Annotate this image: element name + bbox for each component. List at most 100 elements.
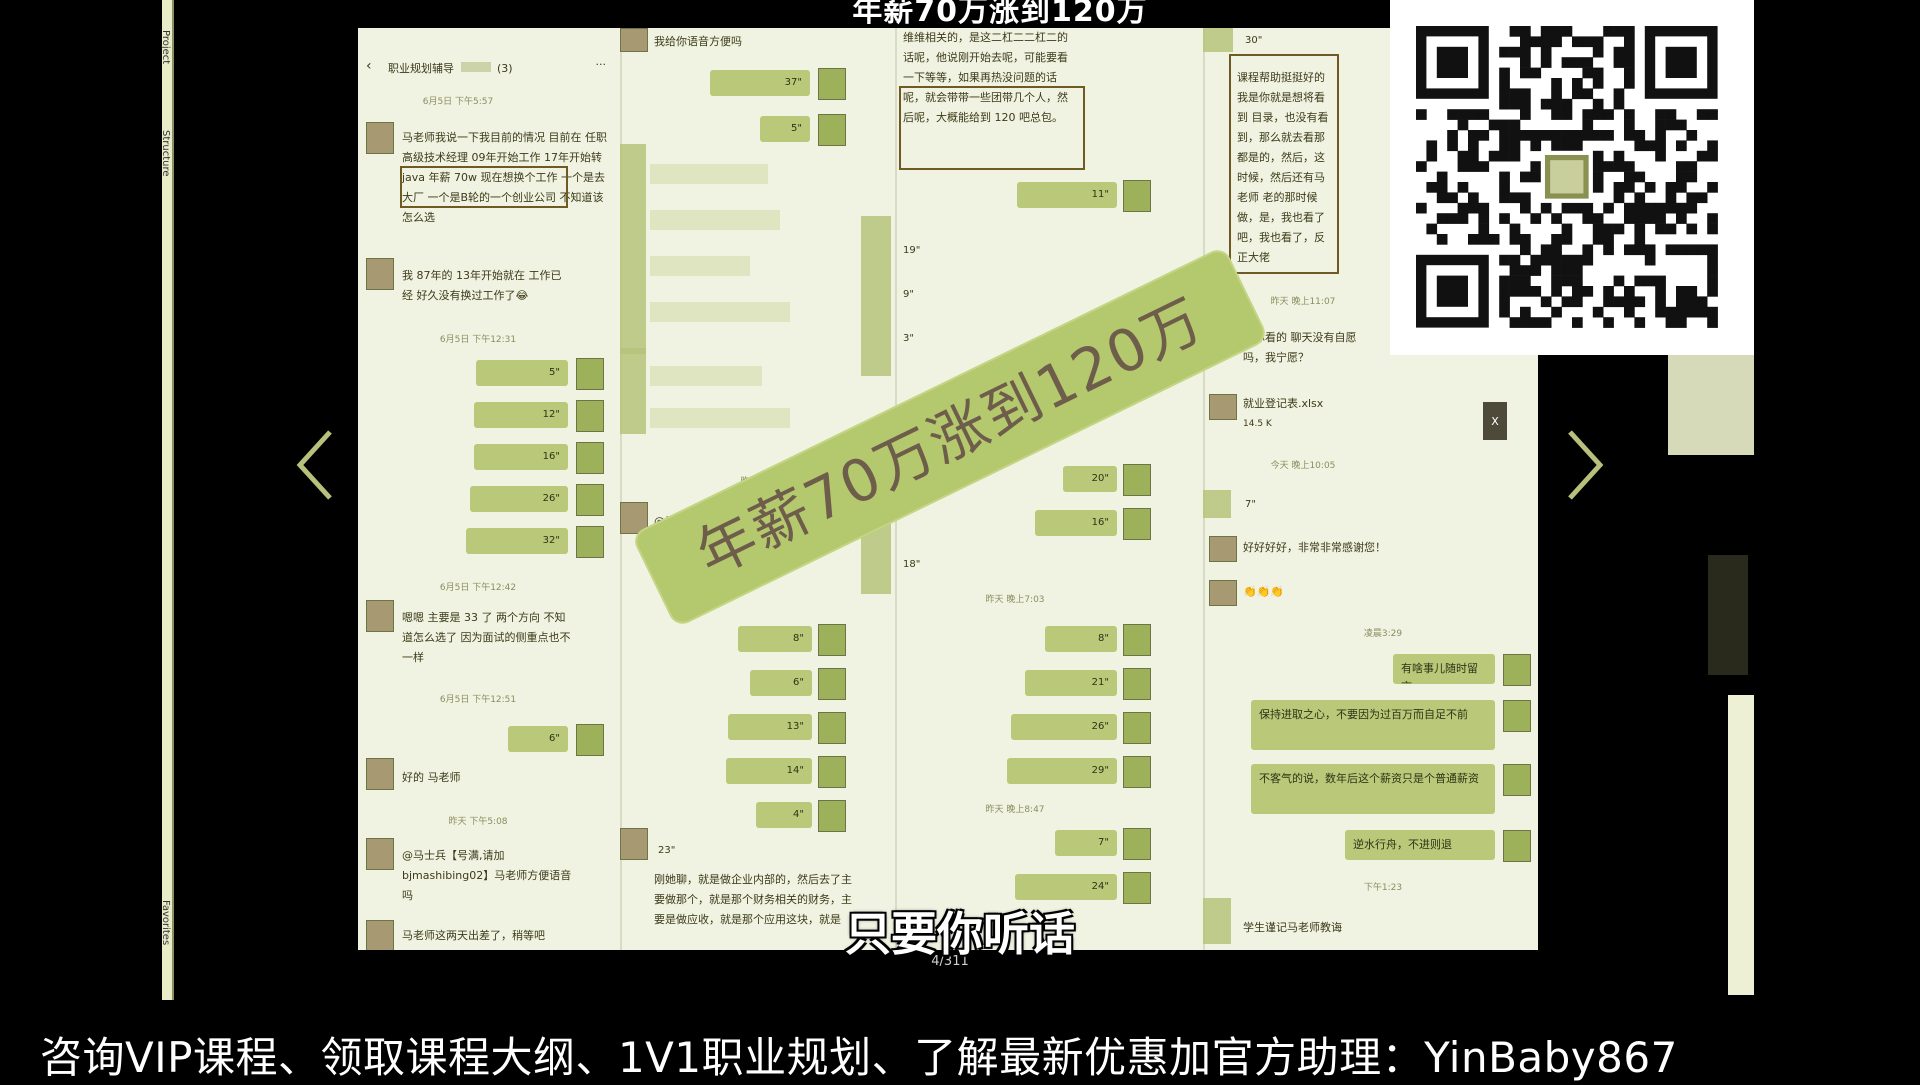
chat-title: 职业规划辅导 (3) bbox=[388, 60, 513, 76]
chat-message: 好好好好，非常非常感谢您！ bbox=[1243, 541, 1386, 554]
voice-message[interactable]: 13" bbox=[728, 714, 812, 740]
avatar bbox=[1503, 654, 1531, 686]
timestamp: 6月5日 下午12:42 bbox=[439, 583, 517, 593]
avatar bbox=[818, 114, 846, 146]
avatar bbox=[818, 756, 846, 788]
avatar bbox=[366, 920, 394, 950]
back-arrow-icon[interactable]: ‹ bbox=[366, 58, 372, 74]
avatar bbox=[576, 400, 604, 432]
voice-message[interactable]: 5" bbox=[760, 116, 810, 142]
right-edge-strip bbox=[1668, 355, 1754, 1015]
timestamp: 6月5日 下午12:51 bbox=[439, 695, 517, 705]
avatar bbox=[818, 624, 846, 656]
ide-left-strip: Project Structure Favorites bbox=[160, 0, 174, 1000]
voice-message[interactable]: 32" bbox=[466, 528, 568, 554]
favorites-tab[interactable]: Favorites bbox=[160, 900, 171, 946]
voice-message[interactable]: 16" bbox=[474, 444, 568, 470]
highlight-box bbox=[400, 166, 568, 208]
pixelated-avatar bbox=[861, 216, 891, 376]
timestamp: 今天 晚上10:05 bbox=[1270, 461, 1336, 471]
file-name[interactable]: 就业登记表.xlsx bbox=[1243, 397, 1324, 410]
qr-code bbox=[1390, 0, 1754, 355]
timestamp: 6月5日 下午12:31 bbox=[439, 335, 517, 345]
avatar bbox=[818, 712, 846, 744]
chat-message: @马士兵【号满,请加 bjmashibing02】马老师方便语音吗 bbox=[402, 849, 572, 902]
voice-message[interactable]: 23" bbox=[658, 845, 676, 856]
avatar bbox=[1123, 464, 1151, 496]
chat-message: 我 87年的 13年开始就在 工作已经 好久没有换过工作了😂 bbox=[402, 269, 562, 302]
avatar bbox=[1209, 394, 1237, 420]
chat-bubble: 保持进取之心，不要因为过百万而自足不前 bbox=[1251, 700, 1495, 750]
voice-message[interactable]: 30" bbox=[1245, 35, 1263, 46]
avatar bbox=[576, 442, 604, 474]
qr-code-image bbox=[1416, 26, 1718, 328]
voice-message[interactable]: 16" bbox=[1035, 510, 1117, 536]
avatar bbox=[1123, 712, 1151, 744]
voice-message[interactable]: 8" bbox=[1045, 626, 1117, 652]
avatar bbox=[576, 358, 604, 390]
voice-message[interactable]: 6" bbox=[508, 726, 568, 752]
voice-message[interactable]: 6" bbox=[750, 670, 812, 696]
avatar bbox=[576, 526, 604, 558]
page-indicator: 4/311 bbox=[931, 954, 969, 969]
avatar bbox=[1123, 828, 1151, 860]
blurred-text bbox=[650, 302, 790, 322]
voice-message[interactable]: 14" bbox=[726, 758, 812, 784]
avatar bbox=[1123, 508, 1151, 540]
file-size: 14.5 K bbox=[1243, 419, 1272, 429]
avatar bbox=[1123, 872, 1151, 904]
next-arrow-icon[interactable] bbox=[1552, 420, 1612, 510]
voice-message[interactable]: 18" bbox=[903, 559, 921, 570]
voice-message[interactable]: 4" bbox=[756, 802, 812, 828]
voice-message[interactable]: 29" bbox=[1007, 758, 1117, 784]
voice-message[interactable]: 20" bbox=[1063, 466, 1117, 492]
voice-message[interactable]: 24" bbox=[1015, 874, 1117, 900]
excel-file-icon[interactable]: X bbox=[1483, 402, 1507, 440]
avatar bbox=[1209, 580, 1237, 606]
avatar bbox=[1123, 668, 1151, 700]
structure-tab[interactable]: Structure bbox=[160, 130, 171, 177]
avatar bbox=[620, 502, 648, 534]
project-tab[interactable]: Project bbox=[160, 30, 171, 65]
voice-message[interactable]: 8" bbox=[738, 626, 812, 652]
avatar bbox=[818, 68, 846, 100]
voice-message[interactable]: 37" bbox=[710, 70, 810, 96]
highlight-box bbox=[899, 86, 1085, 170]
more-icon[interactable]: ··· bbox=[595, 58, 607, 71]
pixelated-avatar bbox=[620, 348, 646, 434]
blurred-text bbox=[650, 366, 762, 386]
avatar bbox=[1503, 830, 1531, 862]
voice-message[interactable]: 26" bbox=[1011, 714, 1117, 740]
avatar bbox=[620, 828, 648, 860]
voice-message[interactable]: 3" bbox=[903, 333, 914, 344]
voice-message[interactable]: 21" bbox=[1025, 670, 1117, 696]
avatar bbox=[576, 484, 604, 516]
chat-message: 嗯嗯 主要是 33 了 两个方向 不知道怎么选了 因为面试的侧重点也不一样 bbox=[402, 611, 571, 664]
chat-bubble: 逆水行舟，不进则退 bbox=[1345, 830, 1495, 860]
video-subtitle: 只要你听话 bbox=[845, 907, 1075, 961]
prev-arrow-icon[interactable] bbox=[288, 420, 348, 510]
column-divider bbox=[620, 28, 622, 950]
chat-message: 马老师这两天出差了，稍等吧 bbox=[402, 929, 545, 942]
voice-message[interactable]: 26" bbox=[470, 486, 568, 512]
avatar bbox=[1209, 536, 1237, 562]
timestamp: 昨天 下午5:08 bbox=[448, 817, 508, 827]
voice-message[interactable]: 19" bbox=[903, 245, 921, 256]
blurred-text bbox=[650, 256, 750, 276]
voice-message[interactable]: 9" bbox=[903, 289, 914, 300]
avatar bbox=[1503, 764, 1531, 796]
voice-message[interactable]: 7" bbox=[1245, 499, 1256, 510]
chat-member-count: (3) bbox=[497, 62, 513, 75]
chat-message: 👏👏👏 bbox=[1243, 585, 1285, 598]
column-divider bbox=[1203, 28, 1205, 950]
voice-message[interactable]: 12" bbox=[474, 402, 568, 428]
avatar bbox=[1123, 624, 1151, 656]
voice-message[interactable]: 11" bbox=[1017, 182, 1117, 208]
voice-message[interactable]: 5" bbox=[476, 360, 568, 386]
voice-message[interactable]: 7" bbox=[1055, 830, 1117, 856]
avatar bbox=[366, 838, 394, 870]
chat-message: 好的 马老师 bbox=[402, 771, 461, 784]
blurred-name bbox=[460, 62, 491, 72]
blurred-text bbox=[650, 210, 780, 230]
avatar bbox=[818, 668, 846, 700]
